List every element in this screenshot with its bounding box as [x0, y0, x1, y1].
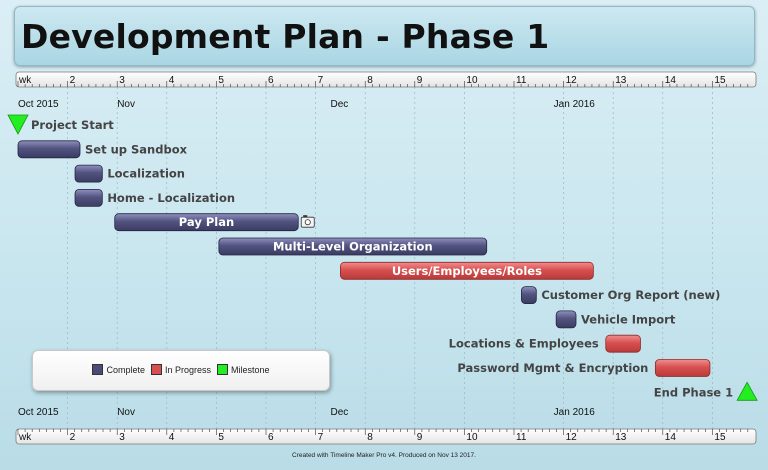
week-tick-label: 6 [268, 75, 274, 86]
task-bar [74, 188, 103, 207]
week-tick-label: 12 [566, 75, 578, 86]
task-bar [114, 213, 299, 232]
week-tick-label: 13 [615, 432, 627, 443]
week-tick-label: 10 [466, 75, 478, 86]
week-tick-label: 15 [714, 432, 726, 443]
week-tick-label: 7 [318, 432, 324, 443]
week-tick-label: 10 [466, 432, 478, 443]
legend-swatch-in-progress [150, 364, 162, 375]
task-bar [339, 261, 594, 280]
task-label: Multi-Level Organization [273, 240, 433, 254]
camera-icon [300, 215, 315, 228]
week-tick-label: 2 [70, 75, 76, 86]
week-tick-label: 13 [615, 75, 627, 86]
month-labels-bottom: Oct 2015 Nov Dec Jan 2016 [18, 407, 595, 418]
axis-band-bottom [15, 428, 757, 445]
milestone-marker [7, 114, 29, 135]
week-tick-label: 9 [417, 75, 423, 86]
month-label: Oct 2015 [18, 407, 59, 418]
week-axis-bottom: wk 2 3 4 5 6 7 8 9 10 11 12 13 14 15 [15, 428, 757, 445]
month-label: Jan 2016 [554, 407, 596, 418]
milestone-marker [736, 381, 758, 401]
month-labels-top: Oct 2015 Nov Dec Jan 2016 [18, 99, 595, 110]
task-bar [17, 140, 81, 159]
legend-item-complete: Complete [92, 364, 145, 375]
month-label: Nov [117, 407, 135, 418]
title-bar: Development Plan - Phase 1 [14, 6, 755, 66]
task-label: Password Mgmt & Encryption [457, 361, 648, 375]
axis-wk-label: wk [18, 75, 32, 86]
axis-wk-label: wk [18, 432, 32, 443]
task-bar [654, 359, 711, 377]
task-bar [521, 286, 537, 305]
week-tick-label: 4 [169, 75, 175, 86]
chart-title: Development Plan - Phase 1 [21, 17, 550, 56]
legend-label-in-progress: In Progress [164, 364, 212, 375]
week-tick-label: 14 [665, 75, 677, 86]
week-tick-label: 11 [516, 432, 527, 443]
week-tick-label: 7 [318, 75, 324, 86]
task-label: Localization [107, 167, 185, 181]
task-label: Set up Sandbox [85, 142, 188, 156]
footer-credit: Created with Timeline Maker Pro v4. Prod… [292, 452, 476, 459]
week-tick-label: 5 [218, 75, 224, 86]
task-bar [218, 237, 488, 256]
legend-swatch-complete [92, 364, 104, 375]
month-label: Dec [330, 407, 348, 418]
legend-label-complete: Complete [106, 364, 145, 375]
task-label: Locations & Employees [449, 337, 599, 351]
week-tick-label: 4 [169, 432, 175, 443]
week-tick-label: 14 [665, 432, 677, 443]
legend-item-in-progress: In Progress [150, 364, 212, 375]
camera-top [303, 215, 308, 218]
week-tick-label: 6 [268, 432, 274, 443]
task-bar [555, 310, 577, 329]
week-tick-label: 3 [119, 432, 125, 443]
week-tick-label: 15 [714, 75, 726, 86]
week-tick-label: 9 [417, 432, 423, 443]
month-label: Oct 2015 [18, 99, 59, 110]
task-bars: Project Start Set up Sandbox Localization H… [7, 114, 758, 401]
axis-band-top [15, 71, 757, 88]
month-label: Dec [330, 99, 348, 110]
legend: Complete In Progress Milestone [32, 350, 330, 391]
task-label: Customer Org Report (new) [541, 288, 720, 302]
legend-label-milestone: Milestone [231, 364, 270, 375]
task-bar [74, 164, 103, 183]
week-tick-label: 2 [70, 432, 76, 443]
legend-item-milestone: Milestone [217, 364, 270, 375]
task-label: Home - Localization [107, 191, 235, 205]
month-label: Jan 2016 [554, 99, 596, 110]
task-label: Vehicle Import [581, 312, 676, 326]
week-tick-label: 5 [218, 432, 224, 443]
legend-swatch-milestone [217, 364, 229, 375]
week-tick-label: 11 [516, 75, 527, 86]
week-axis-top: wk 2 3 4 5 6 7 8 9 10 11 12 13 14 15 [15, 71, 757, 88]
milestone-label: End Phase 1 [654, 385, 733, 399]
week-tick-label: 12 [566, 432, 578, 443]
task-label: Users/Employees/Roles [392, 264, 542, 278]
week-tick-label: 8 [367, 432, 373, 443]
week-tick-label: 3 [119, 75, 125, 86]
milestone-label: Project Start [31, 118, 114, 132]
task-label: Pay Plan [179, 215, 234, 229]
month-label: Nov [117, 99, 135, 110]
camera-lens [304, 219, 311, 226]
week-tick-label: 8 [367, 75, 373, 86]
task-bar [605, 334, 641, 353]
